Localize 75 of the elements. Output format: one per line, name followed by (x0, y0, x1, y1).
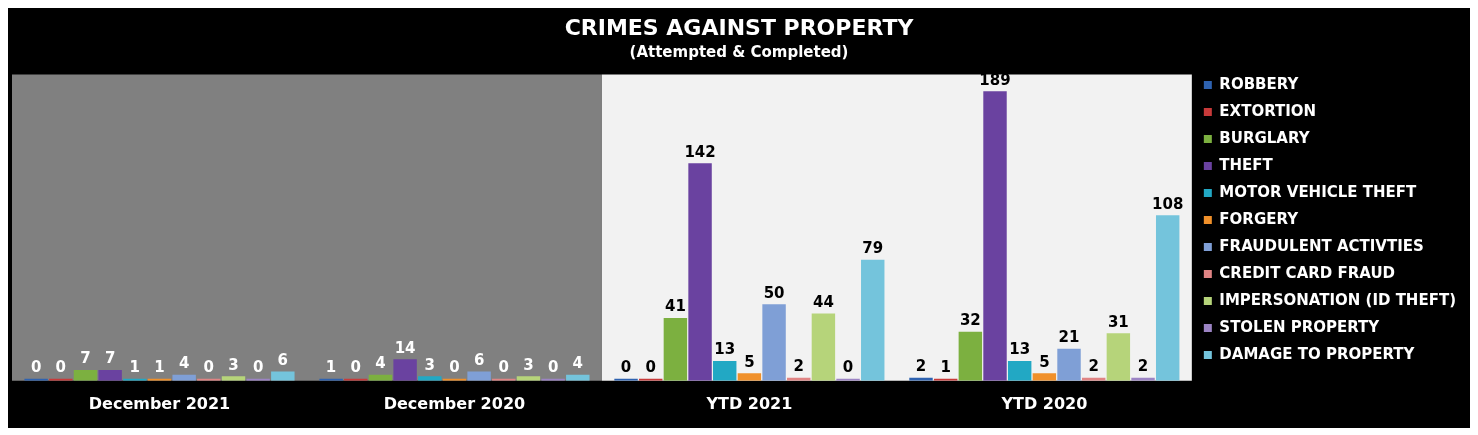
data-label: 13 (714, 340, 736, 359)
bar (958, 331, 983, 381)
x-tick-label: December 2021 (88, 393, 231, 413)
bar (713, 360, 737, 381)
data-label: 2 (1137, 357, 1149, 376)
data-label: 0 (203, 358, 215, 377)
bar (1155, 215, 1180, 381)
x-tick-label: YTD 2021 (705, 393, 793, 413)
data-label: 7 (80, 349, 91, 368)
bar (663, 317, 688, 381)
data-label: 0 (645, 358, 656, 377)
data-label: 7 (104, 349, 116, 368)
data-label: 13 (1009, 340, 1031, 359)
data-label: 41 (664, 297, 686, 316)
legend-label: BURGLARY (1219, 128, 1311, 147)
legend-label: FRAUDULENT ACTIVTIES (1219, 236, 1424, 255)
bar (1106, 333, 1131, 381)
data-label: 31 (1107, 312, 1129, 331)
data-label: 6 (473, 351, 485, 369)
bar (688, 163, 712, 381)
data-label: 4 (178, 354, 190, 373)
bar (762, 304, 786, 381)
data-label: 2 (915, 357, 927, 376)
data-label: 0 (55, 358, 67, 377)
legend-label: MOTOR VEHICLE THEFT (1219, 182, 1418, 201)
data-label: 50 (763, 283, 785, 302)
data-label: 0 (620, 358, 632, 377)
bar (98, 370, 122, 381)
data-label: 32 (959, 311, 981, 330)
data-label: 1 (154, 358, 165, 377)
data-label: 5 (1039, 352, 1050, 371)
legend-label: FORGERY (1219, 209, 1300, 228)
data-label: 1 (325, 358, 337, 377)
data-label: 5 (744, 352, 755, 371)
data-label: 2 (793, 357, 804, 376)
data-label: 0 (350, 358, 361, 377)
data-label: 3 (228, 355, 239, 374)
bar (1007, 360, 1032, 381)
x-tick-label: YTD 2020 (1000, 393, 1088, 413)
data-label: 3 (523, 355, 534, 374)
bar (811, 313, 836, 381)
data-label: 0 (30, 358, 42, 377)
data-label: 0 (498, 358, 509, 377)
legend-label: DAMAGE TO PROPERTY (1219, 344, 1416, 363)
data-label: 1 (940, 358, 951, 377)
data-label: 44 (812, 292, 834, 311)
data-label: 0 (252, 358, 264, 377)
legend-label: IMPERSONATION (ID THEFT) (1219, 290, 1456, 309)
bar (1057, 348, 1081, 381)
data-label: 79 (862, 239, 884, 258)
chart-title: CRIMES AGAINST PROPERTY (564, 14, 915, 40)
x-tick-label: December 2020 (383, 393, 526, 413)
data-label: 3 (424, 355, 435, 374)
data-label: 142 (684, 142, 716, 161)
data-label: 21 (1058, 328, 1080, 347)
data-label: 1 (129, 358, 141, 377)
data-label: 0 (547, 358, 559, 377)
bar (393, 359, 417, 381)
data-label: 6 (277, 351, 289, 369)
data-label: 0 (449, 358, 460, 377)
data-label: 0 (842, 358, 854, 377)
data-label: 4 (375, 354, 386, 373)
legend-label: THEFT (1219, 155, 1274, 174)
data-label: 14 (394, 338, 416, 357)
legend-label: EXTORTION (1219, 101, 1317, 120)
data-label: 108 (1152, 194, 1184, 213)
legend-label: STOLEN PROPERTY (1219, 317, 1381, 336)
data-label: 2 (1088, 357, 1099, 376)
bar (983, 91, 1007, 381)
bar (73, 370, 98, 381)
legend-label: ROBBERY (1219, 74, 1300, 93)
data-label: 4 (572, 354, 583, 373)
legend-label: CREDIT CARD FRAUD (1219, 263, 1396, 282)
bar (861, 259, 885, 381)
chart-subtitle: (Attempted & Completed) (629, 43, 849, 62)
